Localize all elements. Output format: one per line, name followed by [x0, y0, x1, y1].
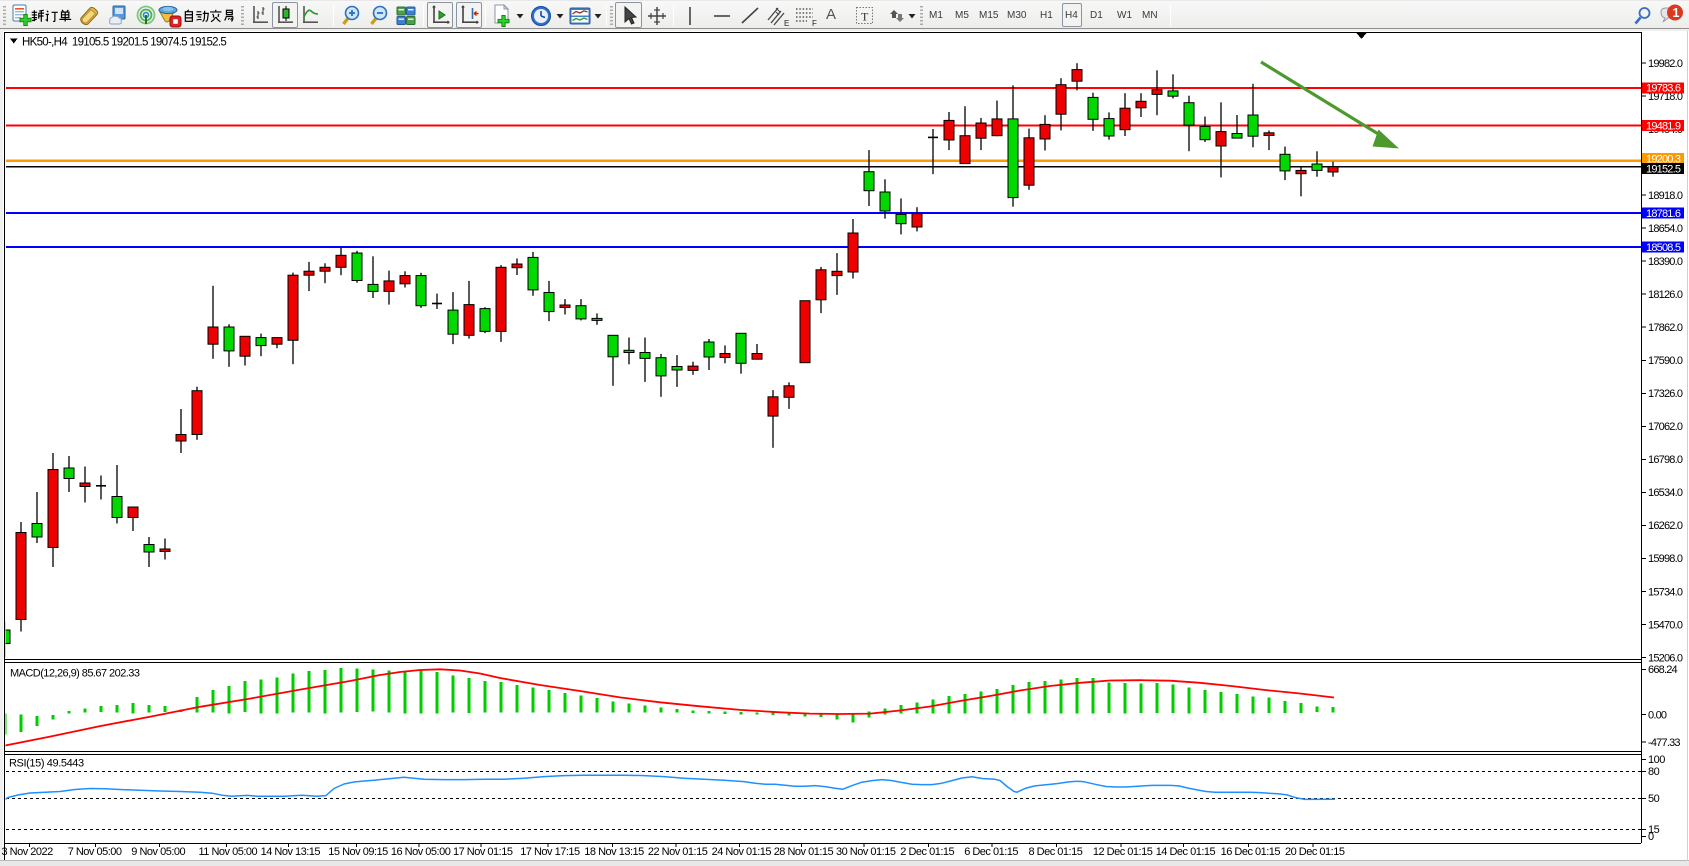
- svg-text:15206.0: 15206.0: [1648, 652, 1683, 664]
- svg-text:HK50-,H4 19105.5 19201.5 1907: HK50-,H4 19105.5 19201.5 19074.5 19152.5: [22, 37, 226, 49]
- svg-text:15734.0: 15734.0: [1648, 586, 1683, 598]
- svg-text:14 Nov 13:15: 14 Nov 13:15: [261, 846, 321, 858]
- svg-text:18654.0: 18654.0: [1648, 223, 1683, 235]
- svg-text:30 Nov 01:15: 30 Nov 01:15: [836, 846, 896, 858]
- svg-text:15998.0: 15998.0: [1648, 553, 1683, 565]
- svg-text:18781.6: 18781.6: [1646, 208, 1681, 220]
- svg-text:17 Nov 01:15: 17 Nov 01:15: [453, 846, 513, 858]
- svg-text:28 Nov 01:15: 28 Nov 01:15: [774, 846, 834, 858]
- svg-text:18126.0: 18126.0: [1648, 289, 1683, 301]
- svg-text:19982.0: 19982.0: [1648, 58, 1683, 70]
- svg-text:19152.5: 19152.5: [1646, 163, 1681, 175]
- svg-text:668.24: 668.24: [1648, 664, 1678, 676]
- svg-text:80: 80: [1648, 766, 1660, 778]
- svg-text:MACD(12,26,9) 85.67 202.33: MACD(12,26,9) 85.67 202.33: [10, 668, 140, 680]
- svg-text:11 Nov 05:00: 11 Nov 05:00: [199, 846, 258, 858]
- svg-text:16 Nov 05:00: 16 Nov 05:00: [391, 846, 451, 858]
- svg-text:9 Nov 05:00: 9 Nov 05:00: [131, 846, 185, 858]
- svg-text:22 Nov 01:15: 22 Nov 01:15: [648, 846, 708, 858]
- svg-text:7 Nov 05:00: 7 Nov 05:00: [68, 846, 122, 858]
- svg-text:2 Dec 01:15: 2 Dec 01:15: [900, 846, 954, 858]
- svg-text:15 Nov 09:15: 15 Nov 09:15: [328, 846, 388, 858]
- svg-text:0.00: 0.00: [1648, 709, 1667, 721]
- svg-text:RSI(15) 49.5443: RSI(15) 49.5443: [9, 758, 84, 770]
- svg-text:16534.0: 16534.0: [1648, 487, 1683, 499]
- svg-text:16262.0: 16262.0: [1648, 520, 1683, 532]
- svg-text:19783.6: 19783.6: [1646, 83, 1681, 95]
- svg-text:15470.0: 15470.0: [1648, 619, 1683, 631]
- svg-text:17862.0: 17862.0: [1648, 322, 1683, 334]
- svg-text:16 Dec 01:15: 16 Dec 01:15: [1221, 846, 1281, 858]
- svg-text:100: 100: [1648, 754, 1665, 766]
- svg-text:24 Nov 01:15: 24 Nov 01:15: [712, 846, 772, 858]
- svg-text:17326.0: 17326.0: [1648, 388, 1683, 400]
- svg-text:15: 15: [1648, 824, 1660, 836]
- svg-text:19718.0: 19718.0: [1648, 91, 1683, 103]
- svg-text:20 Dec 01:15: 20 Dec 01:15: [1285, 846, 1345, 858]
- svg-text:18390.0: 18390.0: [1648, 256, 1683, 268]
- svg-text:14 Dec 01:15: 14 Dec 01:15: [1156, 846, 1216, 858]
- svg-text:19200.3: 19200.3: [1646, 154, 1681, 166]
- svg-text:18918.0: 18918.0: [1648, 190, 1683, 202]
- svg-text:16798.0: 16798.0: [1648, 454, 1683, 466]
- svg-text:12 Dec 01:15: 12 Dec 01:15: [1093, 846, 1153, 858]
- svg-text:0: 0: [1648, 831, 1654, 843]
- svg-text:-477.33: -477.33: [1648, 737, 1680, 749]
- svg-text:19481.9: 19481.9: [1646, 120, 1681, 132]
- svg-text:8 Dec 01:15: 8 Dec 01:15: [1029, 846, 1083, 858]
- svg-text:3 Nov 2022: 3 Nov 2022: [2, 846, 54, 858]
- svg-text:T: T: [861, 10, 869, 24]
- svg-text:17 Nov 17:15: 17 Nov 17:15: [520, 846, 580, 858]
- svg-text:50: 50: [1648, 793, 1660, 805]
- svg-text:F: F: [812, 19, 817, 28]
- svg-text:6 Dec 01:15: 6 Dec 01:15: [964, 846, 1018, 858]
- svg-text:18508.5: 18508.5: [1646, 242, 1681, 254]
- svg-text:1: 1: [1673, 6, 1680, 20]
- svg-text:E: E: [784, 19, 789, 28]
- svg-text:17062.0: 17062.0: [1648, 421, 1683, 433]
- svg-text:18 Nov 13:15: 18 Nov 13:15: [584, 846, 644, 858]
- svg-text:17590.0: 17590.0: [1648, 355, 1683, 367]
